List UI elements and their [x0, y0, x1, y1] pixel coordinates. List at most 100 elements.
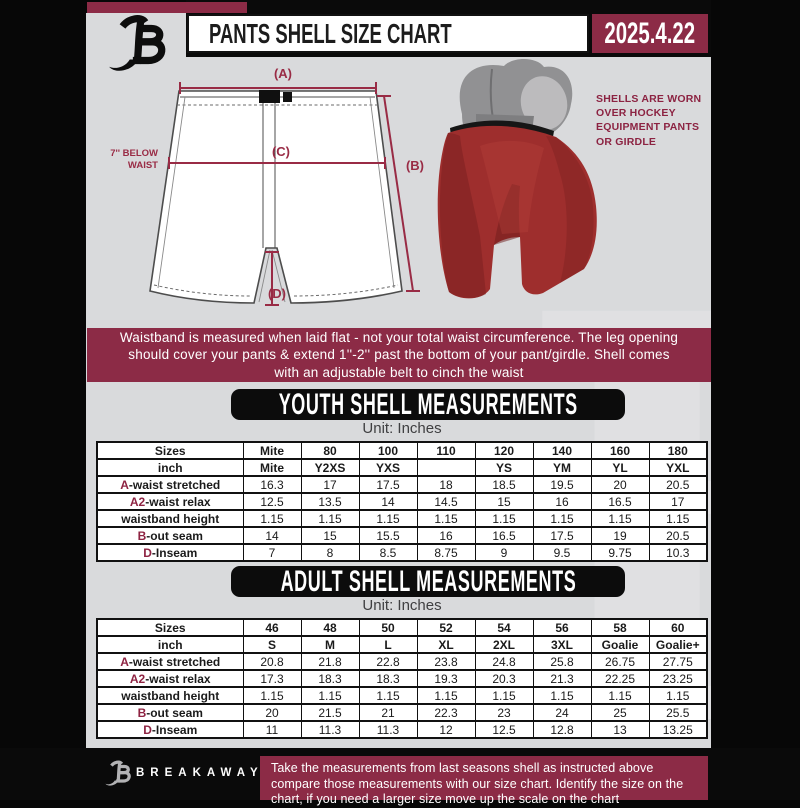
adult-unit-label: Unit: Inches — [362, 597, 442, 614]
table-cell: 20.5 — [648, 526, 708, 545]
table-cell: YL — [590, 458, 650, 477]
table-cell: 1.15 — [532, 509, 592, 528]
table-cell: 8.75 — [416, 543, 476, 562]
table-cell: 16.5 — [474, 526, 534, 545]
table-cell: 22.25 — [590, 669, 650, 688]
row-label: inch — [96, 458, 244, 477]
footer-breakaway-b-logo-icon — [105, 760, 131, 786]
table-row: B-out seam 20 21.5 21 22.3 23 24 25 25.5 — [96, 703, 708, 722]
table-cell: 11.3 — [358, 720, 418, 739]
table-cell: 12 — [416, 720, 476, 739]
table-cell: 14 — [242, 526, 302, 545]
table-cell: 120 — [474, 441, 534, 460]
table-cell: 1.15 — [474, 509, 534, 528]
table-cell: 160 — [590, 441, 650, 460]
table-cell: 21 — [358, 703, 418, 722]
diagram-label-d: (D) — [267, 286, 287, 301]
row-label-accent: A2 — [129, 494, 146, 509]
table-cell: 17 — [300, 475, 360, 494]
table-cell: XL — [416, 635, 476, 654]
table-cell: 14 — [358, 492, 418, 511]
date-badge: 2025.4.22 — [592, 14, 708, 53]
table-cell: 60 — [648, 618, 708, 637]
table-cell: 15.5 — [358, 526, 418, 545]
table-cell: 23.25 — [648, 669, 708, 688]
page-title-box: PANTS SHELL SIZE CHART — [187, 14, 589, 53]
table-cell: Mite — [242, 458, 302, 477]
table-cell: 23.8 — [416, 652, 476, 671]
table-cell: Mite — [242, 441, 302, 460]
table-cell: 20.8 — [242, 652, 302, 671]
table-cell: 19 — [590, 526, 650, 545]
table-cell: 80 — [300, 441, 360, 460]
table-cell: 3XL — [532, 635, 592, 654]
table-cell: 26.75 — [590, 652, 650, 671]
row-label-accent: B — [137, 705, 147, 720]
table-cell: 20 — [242, 703, 302, 722]
row-label: A-waist stretched — [96, 475, 244, 494]
row-label-accent: D — [143, 722, 152, 737]
footer-note-text: Take the measurements from last seasons … — [271, 761, 684, 807]
table-row: A2-waist relax 17.3 18.3 18.3 19.3 20.3 21.3 22… — [96, 669, 708, 688]
table-cell: 50 — [358, 618, 418, 637]
shell-note: SHELLS ARE WORN OVER HOCKEY EQUIPMENT PA… — [596, 93, 702, 148]
table-row: Sizes 46 48 50 52 54 56 58 60 — [96, 618, 708, 637]
table-row: inch S M L XL 2XL 3XL Goalie Goalie+ — [96, 635, 708, 654]
table-cell: 1.15 — [358, 686, 418, 705]
table-cell: YM — [532, 458, 592, 477]
table-cell: 9.75 — [590, 543, 650, 562]
table-cell: 12.8 — [532, 720, 592, 739]
table-cell: 17.3 — [242, 669, 302, 688]
table-cell: 100 — [358, 441, 418, 460]
table-cell: 1.15 — [300, 509, 360, 528]
table-cell: 54 — [474, 618, 534, 637]
table-cell: 14.5 — [416, 492, 476, 511]
table-cell: 1.15 — [300, 686, 360, 705]
adult-section-title: ADULT SHELL MEASUREMENTS — [280, 564, 576, 598]
youth-size-table: Sizes Mite 80 100 110 120 140 160 180 inch Mite Y2X… — [96, 441, 708, 562]
table-cell: 1.15 — [648, 686, 708, 705]
row-label: D-Inseam — [96, 720, 244, 739]
table-cell: 18.3 — [300, 669, 360, 688]
table-cell: 21.8 — [300, 652, 360, 671]
table-cell: 9 — [474, 543, 534, 562]
table-cell: 1.15 — [590, 686, 650, 705]
table-cell: 11 — [242, 720, 302, 739]
table-cell: 1.15 — [242, 509, 302, 528]
table-cell: 16.3 — [242, 475, 302, 494]
info-banner-text: Waistband is measured when laid flat - n… — [119, 329, 679, 380]
table-cell: 1.15 — [648, 509, 708, 528]
row-label: Sizes — [96, 618, 244, 637]
table-cell: 27.75 — [648, 652, 708, 671]
row-label: A2-waist relax — [96, 492, 244, 511]
table-cell: 13.5 — [300, 492, 360, 511]
table-cell: 1.15 — [590, 509, 650, 528]
table-cell: Goalie+ — [648, 635, 708, 654]
table-cell: 110 — [416, 441, 476, 460]
row-label: B-out seam — [96, 526, 244, 545]
footer-brand-text: BREAKAWAY — [136, 767, 264, 779]
table-cell: 7 — [242, 543, 302, 562]
diagram-label-a: (A) — [273, 66, 293, 81]
table-row: B-out seam 14 15 15.5 16 16.5 17.5 19 20.5 — [96, 526, 708, 545]
date-text: 2025.4.22 — [604, 16, 696, 50]
table-cell: M — [300, 635, 360, 654]
table-cell: 18.3 — [358, 669, 418, 688]
table-cell: 56 — [532, 618, 592, 637]
row-label: Sizes — [96, 441, 244, 460]
youth-section-banner: YOUTH SHELL MEASUREMENTS — [231, 388, 625, 421]
waist-note: 7'' BELOW WAIST — [110, 148, 158, 171]
table-cell: 20.5 — [648, 475, 708, 494]
row-label: waistband height — [96, 686, 244, 705]
table-cell: 17.5 — [358, 475, 418, 494]
table-cell: 12.5 — [474, 720, 534, 739]
table-row: waistband height 1.15 1.15 1.15 1.15 1.15 1.15… — [96, 509, 708, 528]
breakaway-b-logo-icon — [109, 15, 166, 71]
row-label: A-waist stretched — [96, 652, 244, 671]
table-cell: 17 — [648, 492, 708, 511]
page-title: PANTS SHELL SIZE CHART — [209, 17, 452, 49]
table-cell: 25.8 — [532, 652, 592, 671]
shorts-diagram — [149, 82, 420, 306]
table-cell: 20.3 — [474, 669, 534, 688]
row-label-accent: A — [120, 477, 129, 492]
